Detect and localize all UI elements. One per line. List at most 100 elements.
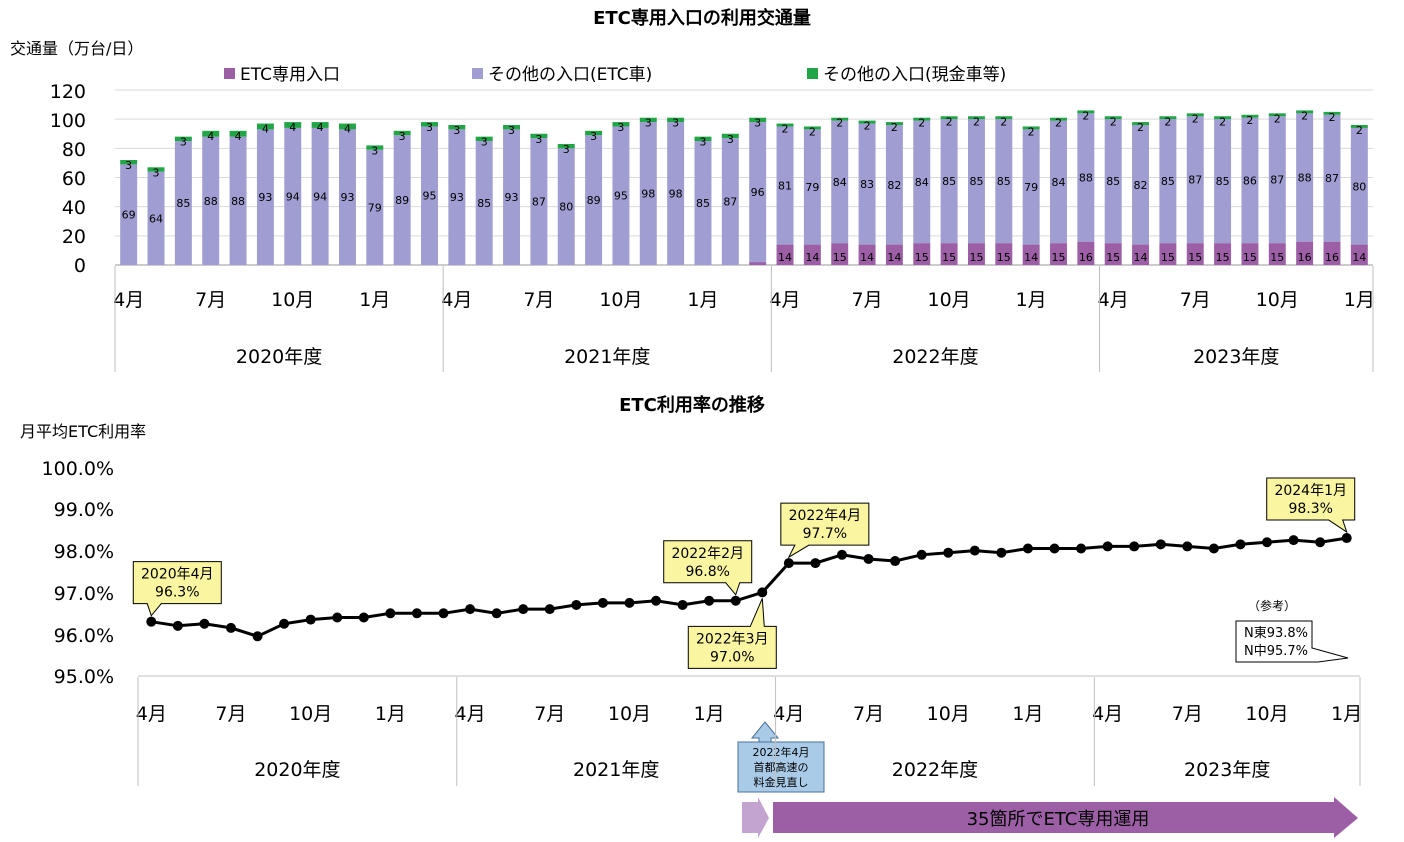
bar-ytick: 120: [50, 81, 86, 103]
bar-data-label: 94: [286, 190, 300, 203]
bar-segment: [366, 145, 384, 150]
bar-segment: [639, 122, 657, 265]
bar-data-label: 4: [317, 121, 324, 134]
bar-ytick: 60: [62, 168, 86, 190]
bar-segment: [1241, 114, 1259, 118]
bar-data-label: 2: [782, 123, 789, 136]
line-year-label: 2020年度: [254, 759, 340, 781]
bar-data-label: 88: [204, 195, 218, 208]
callout-label: 2022年2月: [671, 546, 744, 562]
line-point: [836, 549, 847, 560]
bar-data-label: 88: [1298, 172, 1312, 185]
bar-segment: [174, 136, 192, 142]
line-point: [465, 604, 476, 615]
bar-data-label: 2: [1164, 115, 1171, 128]
bar-segment: [1350, 125, 1368, 128]
line-month-label: 7月: [534, 703, 565, 725]
bar-month-label: 10月: [599, 289, 642, 311]
bar-segment: [776, 126, 794, 245]
bar-data-label: 64: [149, 212, 163, 225]
bar-year-label: 2020年度: [236, 346, 322, 368]
line-point: [1288, 535, 1299, 546]
line-month-label: 1月: [375, 703, 406, 725]
bar-data-label: 79: [1024, 181, 1038, 194]
bar-segment: [967, 119, 985, 244]
bar-segment: [776, 123, 794, 127]
bar-year-label: 2022年度: [892, 346, 978, 368]
bar-data-label: 15: [1161, 251, 1175, 264]
bar-data-label: 3: [125, 159, 132, 172]
line-point: [730, 595, 741, 606]
bar-data-label: 3: [563, 143, 570, 156]
line-point: [199, 618, 210, 629]
bar-chart-ylabel: 交通量（万台/日）: [10, 39, 143, 58]
line-year-label: 2023年度: [1184, 759, 1270, 781]
bar-data-label: 3: [645, 117, 652, 130]
bar-segment: [448, 125, 466, 130]
bar-segment: [147, 167, 165, 172]
bar-data-label: 2: [1274, 112, 1281, 125]
bar-data-label: 3: [180, 136, 187, 149]
bar-data-label: 4: [235, 130, 242, 143]
line-callouts: 2020年4月 96.3% 2022年2月 96.8% 2022年3月 97.0% 2022…: [132, 477, 1356, 669]
bar-segment: [1104, 243, 1122, 265]
bar-data-label: 93: [450, 191, 464, 204]
reference-box: [1235, 620, 1349, 663]
bar-segment: [1132, 122, 1150, 125]
bar-data-label: 88: [231, 195, 245, 208]
bar-year-label: 2023年度: [1193, 346, 1279, 368]
callout-box: [132, 561, 222, 617]
bar-segment: [1323, 114, 1341, 242]
line-point: [385, 608, 396, 619]
line-point: [1341, 533, 1352, 544]
bar-segment: [585, 130, 603, 136]
bar-segment: [557, 148, 575, 265]
bar-series-group: 0693064308530884088409340944094409340793…: [120, 109, 1368, 266]
legend-swatch-cash: [807, 68, 818, 79]
bar-data-label: 85: [1161, 175, 1175, 188]
bar-y-axis: 0 20 40 60 80 100 120: [50, 81, 86, 277]
line-point: [332, 612, 343, 623]
bar-data-label: 93: [258, 191, 272, 204]
line-year-label: 2021年度: [573, 759, 659, 781]
bar-segment: [311, 122, 329, 128]
bar-segment: [721, 138, 739, 265]
bar-data-label: 3: [699, 136, 706, 149]
bar-segment: [1214, 243, 1232, 265]
bar-data-label: 2: [1137, 121, 1144, 134]
bar-data-label: 3: [672, 117, 679, 130]
bar-data-label: 14: [1352, 251, 1366, 264]
line-point: [1155, 539, 1166, 550]
bar-data-label: 87: [532, 196, 546, 209]
bar-segment: [803, 244, 821, 265]
bar-data-label: 2: [946, 115, 953, 128]
line-point: [146, 616, 157, 627]
banner-main-arrow: [773, 797, 1358, 838]
line-point: [491, 608, 502, 619]
bar-segment: [749, 117, 767, 123]
bar-segment: [503, 125, 521, 130]
bar-data-label: 93: [505, 191, 519, 204]
bar-data-label: 85: [176, 197, 190, 210]
bar-segment: [1159, 116, 1177, 120]
line-month-label: 4月: [773, 703, 804, 725]
bar-data-label: 85: [942, 175, 956, 188]
bar-data-label: 3: [754, 117, 761, 130]
callout-value: 96.8%: [685, 564, 729, 580]
bar-data-label: 87: [723, 196, 737, 209]
line-point: [1262, 537, 1273, 548]
bar-data-label: 83: [860, 178, 874, 191]
bar-data-label: 94: [313, 190, 327, 203]
bar-segment: [229, 130, 247, 137]
bar-segment: [366, 149, 384, 265]
bar-segment: [1296, 241, 1314, 265]
bar-data-label: 15: [942, 251, 956, 264]
bar-data-label: 15: [997, 251, 1011, 264]
bar-data-label: 2: [1301, 109, 1308, 122]
bar-data-label: 84: [915, 176, 929, 189]
line-point: [305, 614, 316, 625]
bar-segment: [995, 116, 1013, 120]
bar-data-label: 14: [778, 251, 792, 264]
bar-data-label: 85: [1106, 175, 1120, 188]
reference-title: （参考）: [1248, 598, 1296, 613]
